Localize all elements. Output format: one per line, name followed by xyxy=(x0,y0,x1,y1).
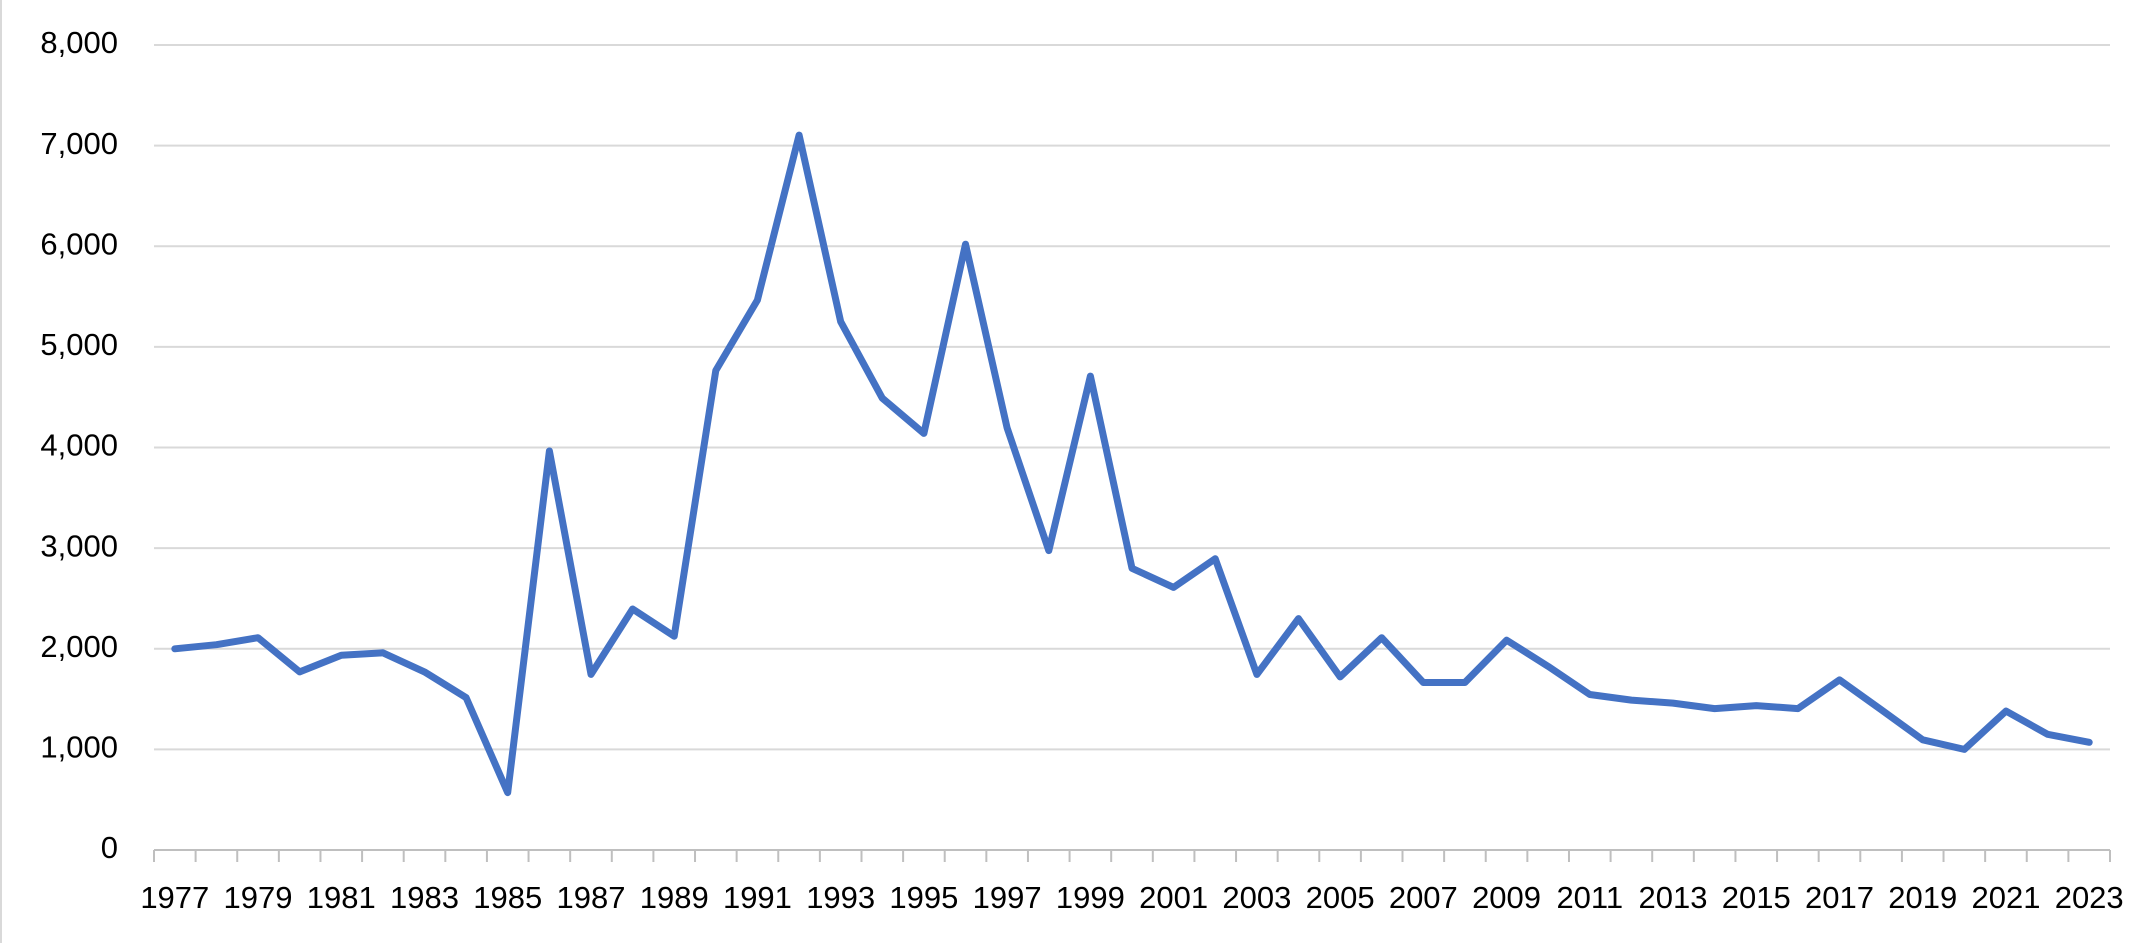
y-tick-label: 4,000 xyxy=(40,428,118,463)
x-tick-label: 1981 xyxy=(307,880,376,915)
x-tick-label: 2003 xyxy=(1222,880,1291,915)
x-tick-label: 2005 xyxy=(1306,880,1375,915)
x-tick-label: 2011 xyxy=(1556,880,1623,915)
y-tick-label: 0 xyxy=(101,830,118,865)
x-tick-label: 2013 xyxy=(1639,880,1708,915)
y-tick-label: 5,000 xyxy=(40,327,118,362)
x-tick-label: 1989 xyxy=(640,880,709,915)
x-tick-label: 2015 xyxy=(1722,880,1791,915)
y-tick-label: 6,000 xyxy=(40,226,118,261)
x-tick-label: 2021 xyxy=(1971,880,2040,915)
y-tick-label: 1,000 xyxy=(40,730,118,765)
x-tick-label: 1997 xyxy=(973,880,1042,915)
x-tick-label: 1999 xyxy=(1056,880,1125,915)
y-tick-label: 8,000 xyxy=(40,25,118,60)
data-line xyxy=(171,131,2093,797)
x-tick-label: 1987 xyxy=(556,880,625,915)
x-tick-label: 1985 xyxy=(473,880,542,915)
y-tick-label: 3,000 xyxy=(40,528,118,563)
x-tick-label: 2023 xyxy=(2055,880,2124,915)
y-tick-label: 2,000 xyxy=(40,629,118,664)
y-tick-label: 7,000 xyxy=(40,126,118,161)
x-tick-label: 2007 xyxy=(1389,880,1458,915)
x-tick-label: 2001 xyxy=(1139,880,1208,915)
x-tick-label: 1983 xyxy=(390,880,459,915)
x-tick-label: 1995 xyxy=(889,880,958,915)
x-tick-label: 2017 xyxy=(1805,880,1874,915)
x-tick-label: 1977 xyxy=(140,880,209,915)
x-tick-label: 1991 xyxy=(723,880,792,915)
x-tick-label: 2019 xyxy=(1888,880,1957,915)
x-tick-label: 2009 xyxy=(1472,880,1541,915)
x-tick-label: 1993 xyxy=(806,880,875,915)
x-tick-label: 1979 xyxy=(224,880,293,915)
